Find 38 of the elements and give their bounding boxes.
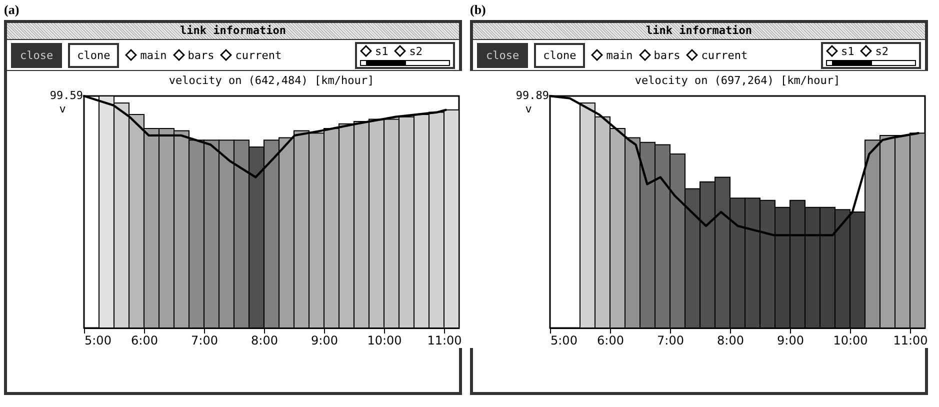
x-tick-label: 10:00 [367, 334, 402, 348]
x-tick-label: 11:00 [427, 334, 462, 348]
text: close [11, 42, 62, 68]
x-tick-label: 10:00 [833, 334, 868, 348]
x-tick-label: 7:00 [657, 334, 684, 348]
x-tick-label: 5:00 [550, 334, 578, 348]
text: s1 [841, 44, 854, 58]
x-tick-label: 8:00 [251, 334, 278, 348]
text: s2 [409, 44, 422, 58]
text: s1 [375, 44, 388, 58]
y-axis-title: v [59, 102, 66, 116]
text: s2 [875, 44, 888, 58]
chart-title: velocity on (642,484) [km/hour] [168, 74, 374, 87]
text: clone [534, 42, 586, 68]
x-tick-label: 8:00 [717, 334, 744, 348]
x-tick-label: 6:00 [131, 334, 158, 348]
text: main [140, 48, 167, 62]
text: bars [188, 48, 214, 62]
x-tick-label: 5:00 [84, 334, 112, 348]
x-tick-label: 9:00 [777, 334, 804, 348]
x-tick-label: 6:00 [597, 334, 624, 348]
text: bars [654, 48, 680, 62]
text: current [701, 48, 748, 62]
text: clone [68, 42, 120, 68]
text: link information [7, 23, 459, 40]
text: (b) [470, 2, 487, 19]
annotation: 99.89 [516, 89, 549, 102]
annotation: 99.59 [50, 89, 83, 102]
chart-title: velocity on (697,264) [km/hour] [634, 74, 840, 87]
x-tick-label: 7:00 [191, 334, 218, 348]
text: link information [473, 23, 925, 40]
x-tick-label: 9:00 [311, 334, 338, 348]
text: current [235, 48, 282, 62]
y-axis-title: v [525, 102, 532, 116]
text: (a) [4, 2, 20, 19]
text: close [477, 42, 528, 68]
text: main [606, 48, 633, 62]
x-tick-label: 11:00 [893, 334, 928, 348]
